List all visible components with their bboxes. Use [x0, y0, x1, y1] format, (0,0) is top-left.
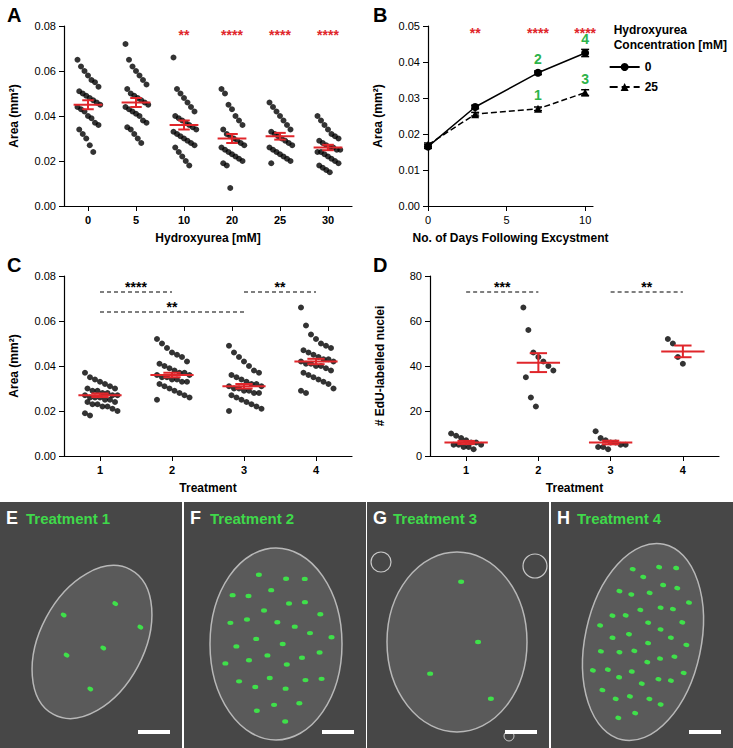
svg-text:4: 4: [680, 464, 687, 476]
svg-text:0.00: 0.00: [399, 200, 420, 212]
svg-text:20: 20: [226, 214, 238, 226]
svg-text:60: 60: [410, 315, 422, 327]
svg-text:3: 3: [581, 71, 589, 87]
svg-text:4: 4: [581, 31, 589, 47]
svg-text:Treatment: Treatment: [546, 481, 603, 495]
svg-text:10: 10: [178, 214, 190, 226]
svg-text:0.00: 0.00: [35, 450, 56, 462]
svg-text:40: 40: [410, 360, 422, 372]
svg-text:Treatment 2: Treatment 2: [210, 510, 294, 527]
svg-text:No. of Days Following Excystme: No. of Days Following Excystment: [412, 231, 608, 245]
svg-text:0.05: 0.05: [399, 20, 420, 32]
svg-text:2: 2: [169, 464, 175, 476]
svg-text:10: 10: [579, 214, 591, 226]
svg-text:E: E: [6, 508, 18, 528]
svg-text:Concentration [mM]: Concentration [mM]: [614, 38, 727, 52]
svg-text:0: 0: [645, 60, 652, 74]
svg-text:80: 80: [410, 270, 422, 282]
svg-text:0.02: 0.02: [35, 405, 56, 417]
svg-text:H: H: [557, 508, 570, 528]
svg-text:****: ****: [269, 27, 291, 43]
svg-text:Treatment 1: Treatment 1: [26, 510, 110, 527]
svg-text:1: 1: [463, 464, 469, 476]
svg-text:0.08: 0.08: [35, 20, 56, 32]
svg-text:0: 0: [425, 214, 431, 226]
svg-text:****: ****: [221, 27, 243, 43]
svg-text:0.04: 0.04: [399, 56, 420, 68]
svg-text:2: 2: [534, 51, 542, 67]
svg-text:***: ***: [494, 279, 511, 295]
svg-text:25: 25: [645, 80, 659, 94]
svg-text:20: 20: [410, 405, 422, 417]
svg-text:0.02: 0.02: [399, 128, 420, 140]
svg-text:3: 3: [608, 464, 614, 476]
svg-text:**: **: [470, 25, 481, 41]
svg-text:25: 25: [274, 214, 286, 226]
svg-text:0.03: 0.03: [399, 92, 420, 104]
svg-text:1: 1: [534, 87, 542, 103]
svg-text:Treatment 3: Treatment 3: [393, 510, 477, 527]
svg-text:5: 5: [133, 214, 139, 226]
svg-text:D: D: [373, 254, 387, 276]
svg-text:3: 3: [241, 464, 247, 476]
svg-text:****: ****: [317, 27, 339, 43]
svg-text:Hydroxyurea [mM]: Hydroxyurea [mM]: [155, 231, 260, 245]
svg-text:Treatment: Treatment: [179, 481, 236, 495]
svg-text:**: **: [641, 279, 652, 295]
svg-text:F: F: [190, 508, 201, 528]
svg-text:Hydroxyurea: Hydroxyurea: [614, 23, 688, 37]
svg-text:5: 5: [504, 214, 510, 226]
svg-text:****: ****: [527, 25, 549, 41]
svg-text:2: 2: [535, 464, 541, 476]
svg-text:0: 0: [85, 214, 91, 226]
svg-text:Area (mm²): Area (mm²): [7, 334, 21, 397]
svg-text:0.01: 0.01: [399, 164, 420, 176]
svg-text:****: ****: [125, 279, 147, 295]
svg-text:**: **: [275, 279, 286, 295]
svg-text:# EdU-labelled nuclei: # EdU-labelled nuclei: [373, 306, 387, 427]
svg-text:0: 0: [416, 450, 422, 462]
svg-text:0.04: 0.04: [35, 110, 56, 122]
svg-text:Area (mm²): Area (mm²): [371, 84, 385, 147]
svg-text:G: G: [373, 508, 387, 528]
svg-text:B: B: [373, 4, 387, 26]
svg-text:1: 1: [97, 464, 103, 476]
svg-text:30: 30: [322, 214, 334, 226]
svg-text:C: C: [7, 254, 21, 276]
svg-text:0.08: 0.08: [35, 270, 56, 282]
svg-text:0.06: 0.06: [35, 65, 56, 77]
svg-text:0.02: 0.02: [35, 155, 56, 167]
svg-text:Treatment 4: Treatment 4: [577, 510, 662, 527]
svg-text:0.00: 0.00: [35, 200, 56, 212]
svg-text:**: **: [179, 27, 190, 43]
svg-text:**: **: [167, 299, 178, 315]
svg-text:0.04: 0.04: [35, 360, 56, 372]
svg-text:A: A: [7, 4, 21, 26]
svg-text:4: 4: [313, 464, 320, 476]
svg-text:0.06: 0.06: [35, 315, 56, 327]
svg-text:Area (mm²): Area (mm²): [7, 84, 21, 147]
